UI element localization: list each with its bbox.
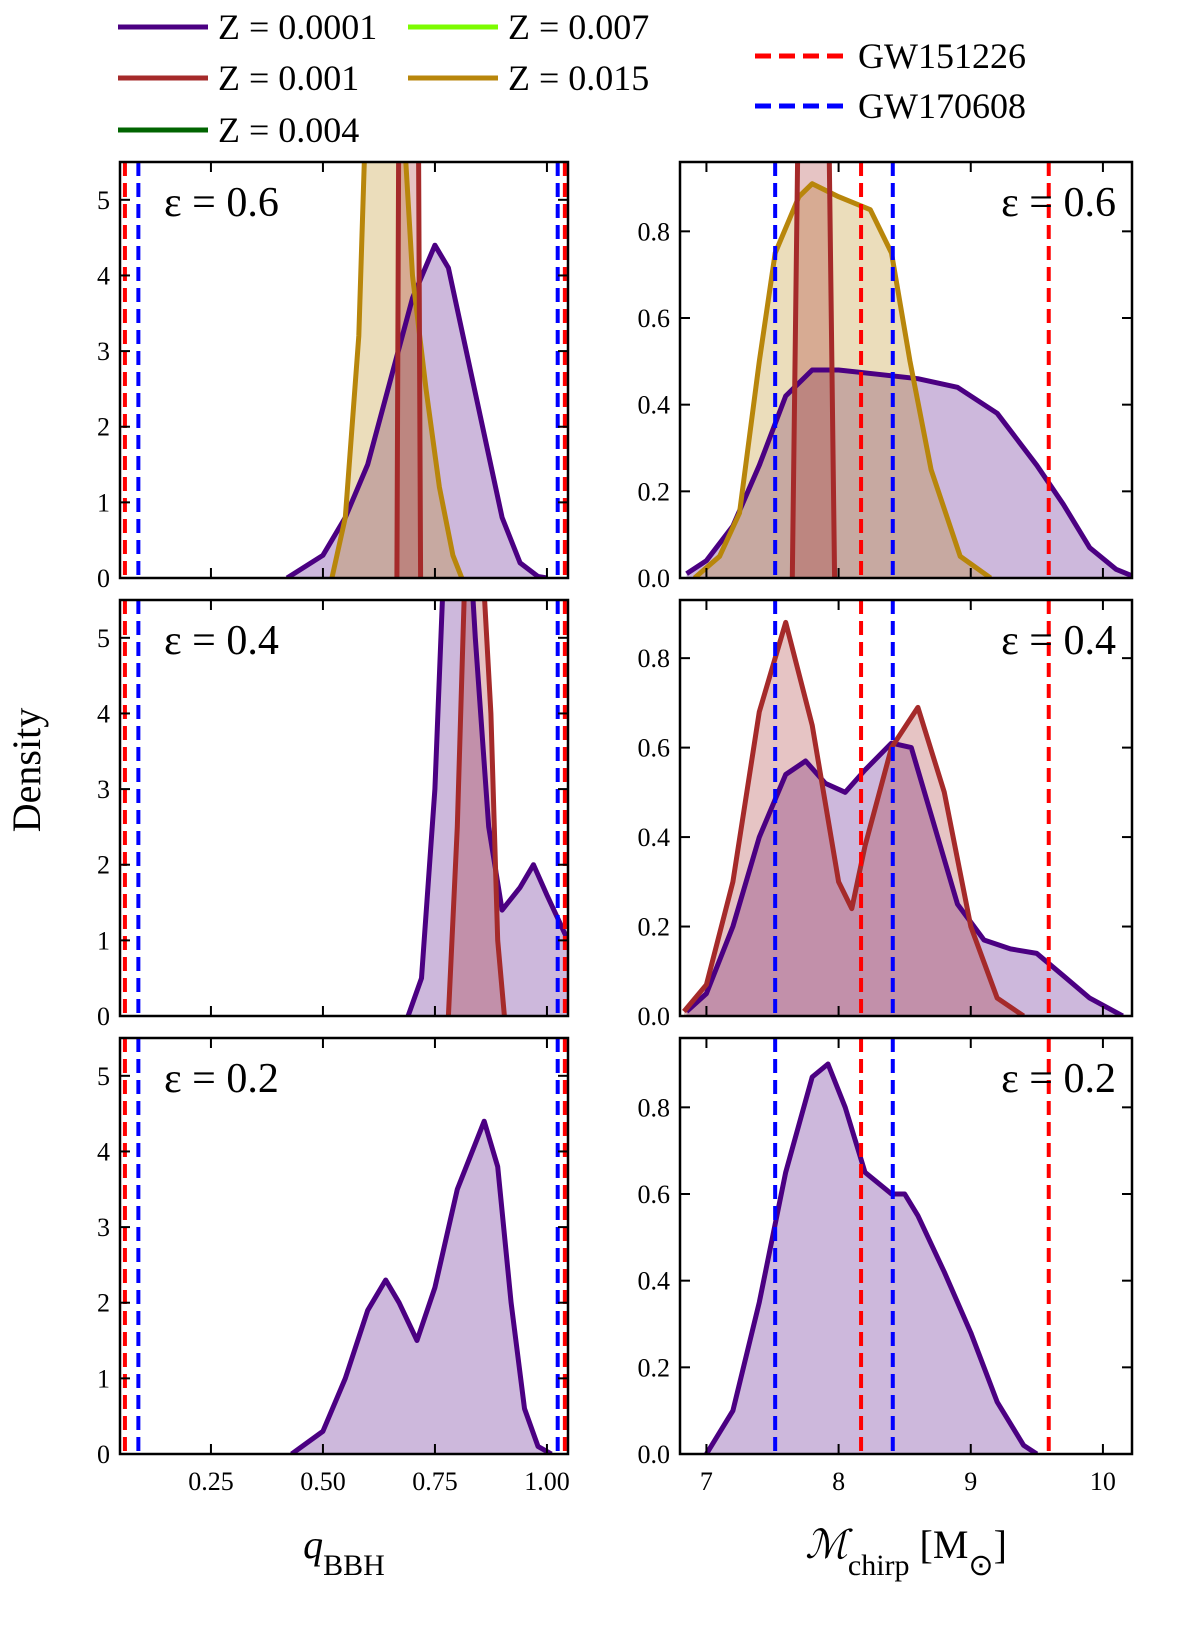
x-axis-label-part: ] [994,1522,1007,1567]
y-tick-label: 0.8 [638,1093,671,1122]
x-tick-label: 0.25 [188,1467,234,1496]
y-tick-label: 3 [97,1213,110,1242]
density-area [684,622,1024,1016]
density-area [686,370,1132,578]
y-tick-label: 0 [97,1440,110,1469]
y-axis-label: Density [4,708,49,832]
y-tick-label: 0.2 [638,477,671,506]
density-line [290,1118,553,1454]
y-tick-label: 4 [97,699,110,728]
y-tick-label: 0 [97,1002,110,1031]
axes-frame [678,160,1134,580]
panel-annotation: ε = 0.4 [164,618,279,664]
x-tick-label: 0.75 [412,1467,458,1496]
x-axis-label-part: [M [910,1522,969,1567]
legend-label: Z = 0.007 [508,7,649,47]
x-tick-label: 7 [700,1467,713,1496]
axes-frame [678,1036,1134,1456]
x-axis-label: ℳchirp [M⊙] [805,1522,1007,1582]
y-tick-label: 0.0 [638,564,671,593]
density-line [285,242,548,578]
y-tick-label: 0.2 [638,1353,671,1382]
y-tick-label: 0.6 [638,1180,671,1209]
legend-label: Z = 0.001 [218,58,359,98]
density-line [692,181,993,578]
y-tick-label: 0.0 [638,1002,671,1031]
y-tick-label: 0.8 [638,644,671,673]
x-axis-label-part: q [303,1522,323,1567]
legend-label: Z = 0.015 [508,58,649,98]
y-tick-label: 0.0 [638,1440,671,1469]
density-line [405,600,568,1016]
axes-frame [118,160,570,580]
y-tick-label: 3 [97,775,110,804]
legend-label: GW170608 [858,86,1026,126]
density-area [706,1064,1037,1454]
density-area [694,183,991,578]
density-line [329,162,465,578]
panel-annotation: ε = 0.6 [164,180,279,226]
y-tick-label: 0.4 [638,823,671,852]
plot-area [685,162,1132,578]
y-tick-label: 0.6 [638,734,671,763]
y-tick-label: 4 [97,1137,110,1166]
plot-area [122,600,568,1016]
density-line [682,619,1026,1016]
density-area [686,743,1123,1016]
y-tick-label: 5 [97,624,110,653]
plot-area [122,162,567,578]
x-tick-label: 9 [964,1467,977,1496]
legend-label: Z = 0.004 [218,110,359,150]
y-tick-label: 5 [97,186,110,215]
x-tick-label: 0.50 [300,1467,346,1496]
y-tick-label: 2 [97,1289,110,1318]
legend-label: GW151226 [858,36,1026,76]
panel-annotation: ε = 0.2 [1001,1056,1116,1102]
y-tick-label: 1 [97,1364,110,1393]
x-axis-label-part: BBH [323,1549,385,1582]
x-tick-label: 10 [1090,1467,1116,1496]
y-tick-label: 2 [97,851,110,880]
y-tick-label: 0.2 [638,913,671,942]
density-line [445,600,507,1016]
legend-label: Z = 0.0001 [218,7,377,47]
density-area [287,245,547,578]
x-axis-label-part: ℳ [805,1522,853,1567]
y-tick-label: 5 [97,1062,110,1091]
plot-area [704,1038,1051,1454]
y-tick-label: 0.8 [638,217,671,246]
y-tick-label: 3 [97,337,110,366]
x-axis-label: qBBH [303,1522,385,1582]
y-tick-label: 0.4 [638,391,671,420]
density-area [408,600,568,1016]
x-axis-label-part: chirp [848,1549,910,1582]
y-tick-label: 2 [97,413,110,442]
plot-area [682,600,1124,1016]
plot-area [122,1038,567,1454]
density-line [704,1061,1039,1454]
density-area [792,162,835,578]
x-tick-label: 8 [832,1467,845,1496]
axes-frame [678,598,1134,1018]
panel-annotation: ε = 0.2 [164,1056,279,1102]
panel-annotation: ε = 0.4 [1001,618,1116,664]
density-area [396,162,421,578]
y-tick-label: 0.4 [638,1267,671,1296]
panel-annotation: ε = 0.6 [1001,180,1116,226]
density-area [291,1121,552,1454]
y-tick-label: 1 [97,926,110,955]
y-tick-label: 0 [97,564,110,593]
x-tick-label: 1.00 [524,1467,570,1496]
axes-frame [118,1036,570,1456]
y-tick-label: 1 [97,488,110,517]
y-tick-label: 0.6 [638,304,671,333]
density-line [789,162,838,578]
y-tick-label: 4 [97,261,110,290]
x-axis-label-part: ⊙ [968,1549,993,1582]
density-line [685,367,1132,578]
axes-frame [118,598,570,1018]
